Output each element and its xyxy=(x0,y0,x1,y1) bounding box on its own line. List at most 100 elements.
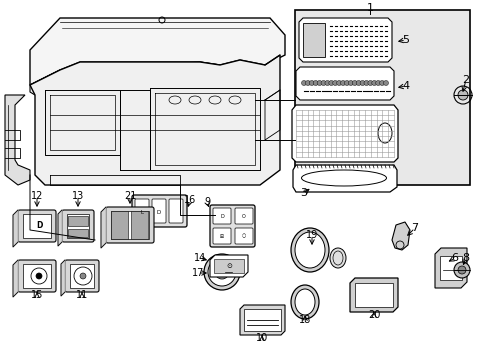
Circle shape xyxy=(305,81,310,85)
Text: 9: 9 xyxy=(203,197,210,207)
Circle shape xyxy=(340,81,345,85)
Circle shape xyxy=(328,81,333,85)
FancyBboxPatch shape xyxy=(152,199,165,223)
Polygon shape xyxy=(391,222,409,250)
Polygon shape xyxy=(209,255,247,277)
Text: ○: ○ xyxy=(242,234,245,238)
Circle shape xyxy=(317,81,322,85)
Polygon shape xyxy=(30,62,220,95)
Text: 7: 7 xyxy=(410,223,418,233)
Text: L: L xyxy=(140,210,143,215)
Text: 3: 3 xyxy=(300,188,307,198)
Circle shape xyxy=(36,273,42,279)
Polygon shape xyxy=(13,260,18,297)
Text: O: O xyxy=(242,213,245,219)
Polygon shape xyxy=(13,210,18,247)
Polygon shape xyxy=(298,18,391,62)
Ellipse shape xyxy=(294,232,325,268)
Text: D: D xyxy=(157,210,161,215)
Text: 20: 20 xyxy=(367,310,379,320)
Circle shape xyxy=(347,81,353,85)
Text: 8: 8 xyxy=(462,253,468,263)
FancyBboxPatch shape xyxy=(65,260,99,292)
Polygon shape xyxy=(349,278,397,312)
Polygon shape xyxy=(434,248,466,288)
Circle shape xyxy=(207,258,236,286)
Circle shape xyxy=(351,81,357,85)
Bar xyxy=(23,214,51,238)
Text: 6: 6 xyxy=(450,253,458,263)
Text: 1: 1 xyxy=(366,3,373,13)
FancyBboxPatch shape xyxy=(169,199,183,223)
Circle shape xyxy=(324,81,329,85)
Text: 18: 18 xyxy=(298,315,310,325)
Text: D: D xyxy=(36,221,42,230)
FancyBboxPatch shape xyxy=(62,210,94,242)
FancyBboxPatch shape xyxy=(18,210,56,242)
Circle shape xyxy=(336,81,341,85)
Ellipse shape xyxy=(329,248,346,268)
Bar xyxy=(68,229,88,237)
Text: 2: 2 xyxy=(462,75,468,85)
Bar xyxy=(439,256,461,280)
Bar xyxy=(303,23,325,57)
Polygon shape xyxy=(30,18,285,85)
Circle shape xyxy=(203,254,240,290)
Bar xyxy=(354,283,392,307)
Circle shape xyxy=(355,81,361,85)
FancyBboxPatch shape xyxy=(235,208,252,224)
Circle shape xyxy=(313,81,318,85)
Circle shape xyxy=(371,81,376,85)
Text: 19: 19 xyxy=(305,230,318,240)
Circle shape xyxy=(457,266,465,274)
Text: ⊞: ⊞ xyxy=(220,234,224,238)
Polygon shape xyxy=(5,95,30,185)
Circle shape xyxy=(457,90,467,100)
Text: 12: 12 xyxy=(31,191,43,201)
Polygon shape xyxy=(295,67,393,100)
Text: 4: 4 xyxy=(402,81,409,91)
FancyBboxPatch shape xyxy=(209,205,254,247)
Circle shape xyxy=(379,81,384,85)
Circle shape xyxy=(367,81,372,85)
Circle shape xyxy=(320,81,325,85)
FancyBboxPatch shape xyxy=(213,208,230,224)
Bar xyxy=(67,214,89,238)
Text: 13: 13 xyxy=(72,191,84,201)
Polygon shape xyxy=(30,55,280,185)
FancyBboxPatch shape xyxy=(213,228,230,244)
Circle shape xyxy=(309,81,314,85)
FancyBboxPatch shape xyxy=(235,228,252,244)
Circle shape xyxy=(215,265,228,279)
Text: ⊙: ⊙ xyxy=(225,263,231,269)
Circle shape xyxy=(301,81,306,85)
FancyBboxPatch shape xyxy=(135,199,149,223)
Text: 14: 14 xyxy=(193,253,206,263)
Text: 5: 5 xyxy=(402,35,408,45)
Bar xyxy=(131,211,148,239)
Circle shape xyxy=(383,81,387,85)
Text: 10: 10 xyxy=(255,333,267,343)
Bar xyxy=(294,10,469,185)
Text: 11: 11 xyxy=(76,290,88,300)
Polygon shape xyxy=(291,105,397,162)
Circle shape xyxy=(80,273,86,279)
Text: 17: 17 xyxy=(191,268,204,278)
Polygon shape xyxy=(101,207,106,248)
FancyBboxPatch shape xyxy=(106,207,154,243)
Polygon shape xyxy=(61,260,65,296)
Polygon shape xyxy=(240,305,285,335)
Text: 15: 15 xyxy=(31,290,43,300)
Ellipse shape xyxy=(290,228,328,272)
Bar xyxy=(111,211,128,239)
Bar xyxy=(111,211,149,239)
Text: 16: 16 xyxy=(183,195,196,205)
Circle shape xyxy=(359,81,365,85)
Polygon shape xyxy=(58,210,62,246)
Circle shape xyxy=(375,81,380,85)
Text: D: D xyxy=(220,213,224,219)
Ellipse shape xyxy=(294,289,314,315)
Bar xyxy=(214,259,244,273)
Bar xyxy=(244,309,281,331)
Bar xyxy=(68,216,88,226)
